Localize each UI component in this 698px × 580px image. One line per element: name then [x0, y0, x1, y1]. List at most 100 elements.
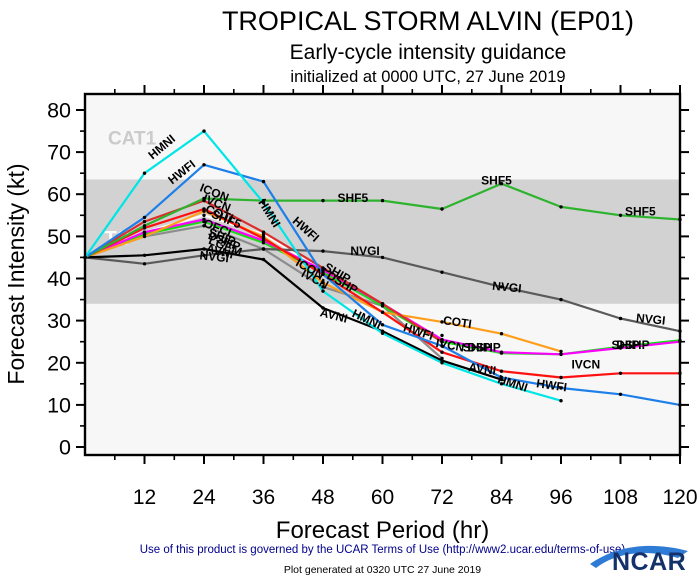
data-point-SHF5 [142, 224, 147, 228]
ncar-logo-text: NCAR [612, 548, 687, 576]
plot-generated-text: Plot generated at 0320 UTC 27 June 2019 [283, 564, 482, 576]
data-point-AVNI [202, 247, 206, 251]
data-point-COTI [440, 320, 444, 324]
data-point-OFCL [202, 213, 206, 217]
ncar-swoosh-icon [590, 545, 688, 568]
data-point-NVGI [202, 253, 206, 257]
data-point-COTI [142, 234, 147, 239]
y-tick-label: 0 [59, 436, 71, 460]
ncar-logo: NCAR [588, 540, 696, 578]
data-point-SHF5 [499, 182, 504, 186]
data-point-NVGI [261, 247, 266, 251]
data-point-IVCN [261, 236, 266, 241]
data-point-HMNI [142, 171, 147, 175]
data-point-IVCN [559, 375, 563, 380]
data-point-DSHP [559, 352, 563, 356]
y-tick-label: 70 [47, 141, 71, 165]
data-point-SHF5 [380, 198, 385, 203]
line-label-AVNI: AVNI [205, 241, 235, 261]
y-tick-label: 80 [47, 99, 71, 123]
y-tick-label: 50 [47, 225, 71, 249]
data-point-HWFI [380, 323, 385, 327]
data-point-IVCN [202, 207, 206, 211]
data-point-IVCN [618, 371, 623, 375]
x-tick-label: 36 [252, 486, 275, 509]
data-point-LGEM [202, 224, 206, 228]
data-point-ICON [440, 340, 444, 344]
data-point-DSHP [202, 217, 206, 222]
line-label-NVGI: NVGI [350, 244, 379, 258]
line-label-DSHP: DSHP [616, 338, 649, 352]
data-point-HMNI [380, 331, 385, 335]
data-point-NVGI [559, 297, 563, 302]
x-tick-label: 120 [662, 486, 697, 509]
data-point-HMNI [440, 361, 444, 365]
data-point-COTI [559, 349, 563, 354]
line-label-NVGI: NVGI [199, 248, 230, 265]
data-point-AVNI [261, 257, 266, 262]
data-point-NVGI [618, 316, 623, 321]
data-point-LGEM [321, 285, 325, 289]
data-point-OFCL [440, 333, 444, 338]
data-point-ICON [380, 302, 385, 306]
x-tick-label: 12 [133, 486, 156, 509]
data-point-HWFI [202, 163, 206, 167]
line-label-NVGI: NVGI [635, 311, 666, 328]
line-label-SHIP: SHIP [463, 340, 491, 354]
line-label-SHF5: SHF5 [337, 191, 368, 205]
x-tick-label: 60 [371, 486, 394, 509]
data-point-IVCN [499, 369, 504, 373]
y-tick-label: 10 [47, 393, 71, 417]
data-point-SHF5 [559, 205, 563, 209]
data-point-SHF5 [202, 196, 206, 201]
line-label-SHIP: SHIP [611, 338, 639, 352]
data-point-HWFI [559, 386, 563, 390]
x-tick-label: 84 [490, 486, 514, 509]
data-point-HWFI [142, 215, 147, 220]
x-tick-label: 72 [430, 486, 453, 509]
x-tick-label: 96 [549, 486, 572, 509]
x-tick-label: 48 [311, 486, 334, 509]
data-point-HMNI [261, 201, 266, 205]
data-point-COTI [321, 281, 325, 285]
title-block: TROPICAL STORM ALVIN (EP01) Early-cycle … [158, 0, 698, 87]
data-point-AVNI [321, 306, 325, 310]
x-tick-label: 108 [603, 486, 638, 509]
terms-of-use-text: Use of this product is governed by the U… [139, 544, 626, 556]
data-point-HMNI [321, 289, 325, 293]
data-point-DSHP [618, 346, 623, 350]
data-point-HMNI [559, 399, 563, 403]
line-label-COTI: COTI [442, 313, 472, 331]
x-tick-label: 24 [192, 486, 216, 509]
data-point-DSHP [142, 230, 147, 234]
data-point-HWFI [321, 272, 325, 276]
y-tick-label: 60 [47, 183, 71, 207]
line-label-DSHP: DSHP [467, 340, 500, 354]
data-point-IVCN [440, 350, 444, 354]
line-label-SHF5: SHF5 [481, 174, 512, 188]
y-tick-label: 40 [47, 267, 71, 291]
line-label-IVCN: IVCN [435, 336, 466, 355]
data-point-NVGI [321, 249, 325, 253]
data-point-HWFI [261, 179, 266, 184]
data-point-HWFI [499, 375, 504, 380]
data-point-HWFI [618, 392, 623, 396]
page-subtitle: Early-cycle intensity guidance [289, 41, 567, 64]
data-point-HWFI [440, 344, 444, 348]
y-axis-label: Forecast Intensity (kt) [3, 163, 29, 384]
data-point-SHF5 [618, 213, 623, 217]
y-tick-label: 30 [47, 309, 71, 333]
x-axis-label: Forecast Period (hr) [276, 517, 489, 544]
data-point-ICON [321, 266, 325, 270]
data-point-HMNI [499, 382, 504, 386]
data-point-NVGI [440, 270, 444, 274]
line-label-HWFI: HWFI [536, 376, 568, 394]
data-point-NVGI [499, 285, 504, 289]
data-point-DSHP [499, 350, 504, 354]
data-point-ICON [261, 230, 266, 234]
init-time-line: initialized at 0000 UTC, 27 June 2019 [290, 68, 566, 86]
data-point-NVGI [142, 262, 147, 266]
y-tick-label: 20 [47, 351, 71, 375]
